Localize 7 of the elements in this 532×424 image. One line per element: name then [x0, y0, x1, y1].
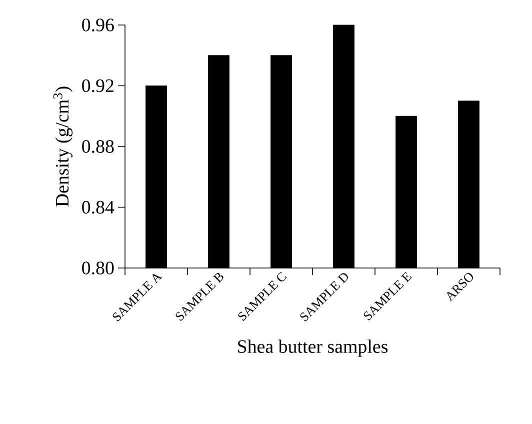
- y-axis-title: Density (g/cm$^{3}$): [53, 86, 73, 207]
- x-axis-title: Shea butter samples: [238, 340, 388, 357]
- y-tick-label: 0.92: [82, 79, 114, 92]
- y-tick-label: 0.80: [82, 262, 114, 274]
- y-tick-label: 0.84: [82, 200, 114, 214]
- y-tick-label: 0.88: [82, 140, 114, 153]
- y-tick-label: 0.96: [82, 18, 114, 32]
